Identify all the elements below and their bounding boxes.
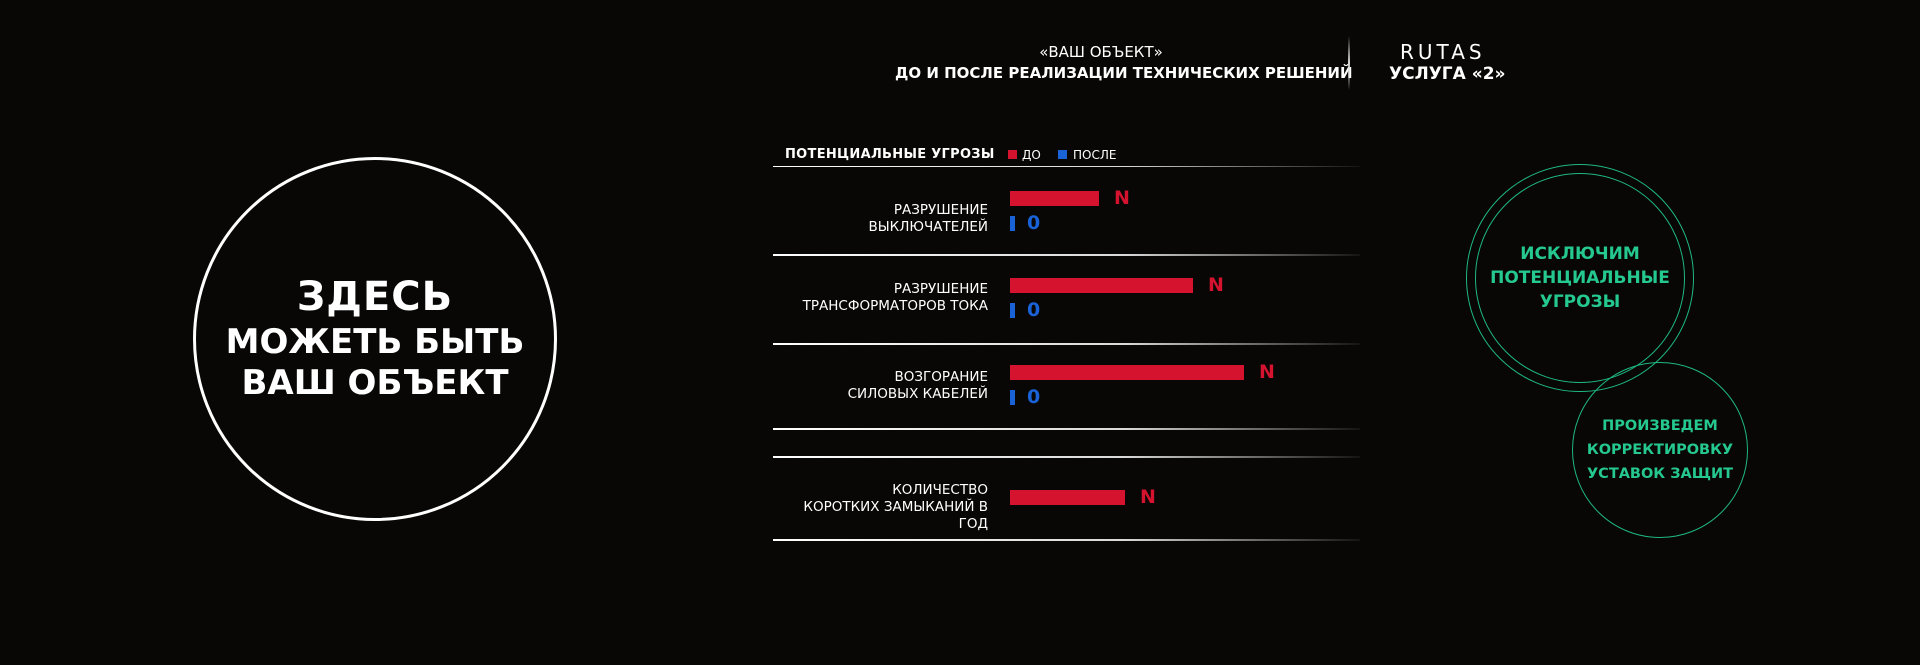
bar-after [1010, 216, 1015, 231]
legend-label-before: ДО [1022, 148, 1041, 162]
outer-ring [1466, 164, 1694, 392]
category-label-short-circuits: КОЛИЧЕСТВО КОРОТКИХ ЗАМЫКАНИЙ В ГОД [773, 482, 988, 533]
category-label-line: ВОЗГОРАНИЕ [894, 369, 988, 385]
placeholder-line-1: ЗДЕСЬ [296, 274, 454, 321]
circle-text-line: КОРРЕКТИРОВКУ [1586, 442, 1734, 458]
brand-logo: RUTAS [1400, 40, 1486, 64]
circle-text-line: ИСКЛЮЧИМ [1520, 244, 1640, 264]
category-label-breakers: РАЗРУШЕНИЕ ВЫКЛЮЧАТЕЛЕЙ [773, 202, 988, 236]
bar-value-before: N [1114, 187, 1130, 209]
row-separator [773, 343, 1360, 345]
service-label: УСЛУГА «2» [1389, 64, 1506, 84]
object-placeholder-circle: ЗДЕСЬ МОЖЕТЬ БЫТЬ ВАШ ОБЪЕКТ [193, 157, 557, 521]
category-label-line: КОРОТКИХ ЗАМЫКАНИЙ В ГОД [803, 499, 988, 532]
row-separator [773, 456, 1360, 458]
legend-swatch-after [1058, 150, 1067, 159]
category-label-current-transformers: РАЗРУШЕНИЕ ТРАНСФОРМАТОРОВ ТОКА [773, 281, 988, 315]
header-subtitle: «ВАШ ОБЪЕКТ» [1039, 43, 1163, 61]
circle-text-line: УСТАВОК ЗАЩИТ [1587, 466, 1733, 482]
category-label-cables: ВОЗГОРАНИЕ СИЛОВЫХ КАБЕЛЕЙ [773, 369, 988, 403]
header-divider [1348, 36, 1350, 90]
row-separator [773, 428, 1360, 430]
circle-text-line: УГРОЗЫ [1539, 292, 1621, 312]
circle-text-line: ПРОИЗВЕДЕМ [1602, 418, 1718, 434]
bar-value-before: N [1208, 274, 1224, 296]
category-label-line: РАЗРУШЕНИЕ [893, 281, 988, 297]
bar-after [1010, 303, 1015, 318]
bar-before [1010, 278, 1193, 293]
bar-value-after: 0 [1027, 212, 1041, 234]
category-label-line: КОЛИЧЕСТВО [892, 482, 988, 498]
bar-value-before: N [1259, 361, 1275, 383]
placeholder-line-2: МОЖЕТЬ БЫТЬ [225, 321, 525, 362]
header-title: ДО И ПОСЛЕ РЕАЛИЗАЦИИ ТЕХНИЧЕСКИХ РЕШЕНИ… [895, 64, 1353, 82]
protection-settings-circle: ПРОИЗВЕДЕМ КОРРЕКТИРОВКУ УСТАВОК ЗАЩИТ [1572, 362, 1748, 538]
placeholder-line-3: ВАШ ОБЪЕКТ [241, 363, 509, 404]
bar-before [1010, 191, 1099, 206]
circle-text-line: ПОТЕНЦИАЛЬНЫЕ [1490, 268, 1670, 288]
legend-swatch-before [1008, 150, 1017, 159]
chart-header-line [773, 166, 1360, 167]
bar-value-before: N [1140, 486, 1156, 508]
category-label-line: ТРАНСФОРМАТОРОВ ТОКА [802, 298, 988, 314]
legend-label-after: ПОСЛЕ [1073, 148, 1117, 162]
category-label-line: РАЗРУШЕНИЕ ВЫКЛЮЧАТЕЛЕЙ [868, 202, 988, 235]
bar-value-after: 0 [1027, 386, 1041, 408]
bar-after [1010, 390, 1015, 405]
bar-before [1010, 365, 1244, 380]
bar-before [1010, 490, 1125, 505]
bar-value-after: 0 [1027, 299, 1041, 321]
category-label-line: СИЛОВЫХ КАБЕЛЕЙ [847, 386, 988, 402]
eliminate-threats-circle: ИСКЛЮЧИМ ПОТЕНЦИАЛЬНЫЕ УГРОЗЫ [1475, 173, 1685, 383]
chart-title: ПОТЕНЦИАЛЬНЫЕ УГРОЗЫ [785, 147, 995, 162]
row-separator [773, 539, 1360, 541]
row-separator [773, 254, 1360, 256]
